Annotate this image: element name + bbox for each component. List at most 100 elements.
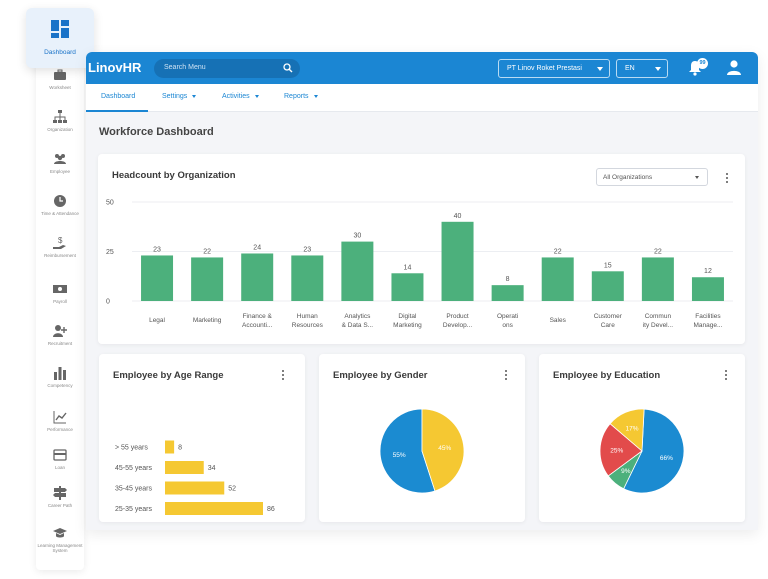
bar-value-label: 8 [506,276,510,283]
bar-value-label: 14 [404,264,412,271]
top-bar: LinovHR Search Menu PT Linov Roket Prest… [86,52,758,84]
bar-value-label: 8 [178,445,182,452]
user-icon[interactable] [726,59,742,75]
bar[interactable] [491,285,524,301]
x-tick-label: Product [446,313,469,320]
company-select[interactable]: PT Linov Roket Prestasi [498,59,610,78]
bar[interactable] [141,255,174,301]
sidebar-item-label: Reimbursement [44,253,76,258]
x-tick-label: Legal [149,317,165,324]
bar-value-label: 12 [704,268,712,275]
more-icon[interactable] [725,370,727,380]
x-tick-label: Manage... [693,322,722,329]
slice-value-label: 25% [610,448,623,455]
x-tick-label: Accounti... [242,322,273,329]
bar-value-label: 40 [454,213,462,220]
sidebar-item-learning-management-system[interactable]: Learning Management System [36,526,84,553]
bar[interactable] [191,257,224,301]
more-icon[interactable] [505,370,507,380]
sidebar-item-organization[interactable]: Organization [36,110,84,132]
sidebar-item-competency[interactable]: Competency [36,366,84,388]
bar[interactable] [591,271,624,301]
pie-slice[interactable] [379,408,436,494]
tab-reports[interactable]: Reports [284,93,318,100]
active-tab-indicator [86,110,148,112]
sidebar-item-loan[interactable]: Loan [36,448,84,470]
tab-label: Reports [284,93,309,100]
sidebar-item-career-path[interactable]: Career Path [36,486,84,508]
language-value: EN [625,65,635,72]
x-tick-label: Human [297,313,318,320]
organization-select[interactable]: All Organizations [596,168,708,186]
pie-slice[interactable] [609,408,645,452]
tab-dashboard[interactable]: Dashboard [101,93,135,100]
sidebar-item-label: Competency [47,383,73,388]
bar[interactable] [641,257,674,301]
x-tick-label: Digital [398,313,417,320]
sidebar-item-worksheet[interactable]: Worksheet [36,68,84,90]
bar[interactable] [441,221,474,301]
x-tick-label: Care [601,322,615,329]
sidebar-item-label: Career Path [47,503,73,508]
sidebar-item-time-attendance[interactable]: Time & Attendance [36,194,84,216]
x-tick-label: ons [502,322,513,329]
more-icon[interactable] [726,173,728,183]
card-icon [53,449,67,461]
sidebar-item-recruitment[interactable]: Recruitment [36,324,84,346]
sidebar-item-label: Dashboard [44,49,76,56]
bar-value-label: 23 [153,246,161,253]
pie-slice[interactable] [421,408,465,492]
clock-icon [54,195,66,207]
pie-slice[interactable] [599,423,643,477]
bar-value-label: 24 [253,244,261,251]
tab-settings[interactable]: Settings [162,93,197,100]
bar[interactable] [165,502,263,515]
search-input[interactable]: Search Menu [154,59,300,78]
sidebar: Worksheet Organization Employee Time & Atte… [36,60,84,570]
education-chart: 66%9%25%17%Strata 1SMA/SMKStrata 2Diplom… [599,408,685,494]
x-tick-label: Sales [550,317,567,324]
sidebar-item-label: Employee [49,169,70,174]
bar[interactable] [691,277,724,301]
card-title: Headcount by Organization [112,170,236,181]
sidebar-item-label: Performance [47,427,73,432]
language-select[interactable]: EN [616,59,668,78]
notification-badge: 99 [697,58,708,69]
bar[interactable] [291,255,324,301]
sidebar-item-dashboard[interactable]: Dashboard [26,8,94,68]
chevron-down-icon [254,94,259,98]
more-icon[interactable] [282,370,284,380]
graduation-cap-icon [53,528,67,538]
bar[interactable] [165,481,225,495]
sidebar-item-reimbursement[interactable]: $ Reimbursement [36,236,84,258]
svg-text:$: $ [58,236,63,245]
bar[interactable] [391,273,424,301]
slice-value-label: 45% [438,445,451,452]
sidebar-item-label: Loan [54,465,65,470]
bar-value-label: 22 [203,248,211,255]
x-tick-label: Facilities [695,313,721,320]
sidebar-item-employee[interactable]: Employee [36,152,84,174]
company-value: PT Linov Roket Prestasi [507,65,582,72]
slice-value-label: 55% [393,452,406,459]
slice-value-label: 9% [621,468,631,475]
x-tick-label: & Data S... [342,322,374,329]
bar[interactable] [165,440,175,454]
page-title: Workforce Dashboard [99,126,214,138]
pie-slice[interactable] [623,408,685,494]
search-icon [283,63,293,73]
bar[interactable] [341,241,374,301]
bar-value-label: 52 [228,486,236,493]
slice-value-label: 17% [626,425,639,432]
tab-activities[interactable]: Activities [222,93,259,100]
sidebar-item-payroll[interactable]: Payroll [36,282,84,304]
bar[interactable] [241,253,274,301]
organization-value: All Organizations [603,174,653,181]
y-tick-label: 25 [106,249,114,256]
x-tick-label: Analytics [344,313,371,320]
bar[interactable] [165,461,204,474]
bar[interactable] [541,257,574,301]
slice-value-label: 66% [660,455,673,462]
tab-label: Settings [162,93,188,100]
sidebar-item-performance[interactable]: Performance [36,410,84,432]
